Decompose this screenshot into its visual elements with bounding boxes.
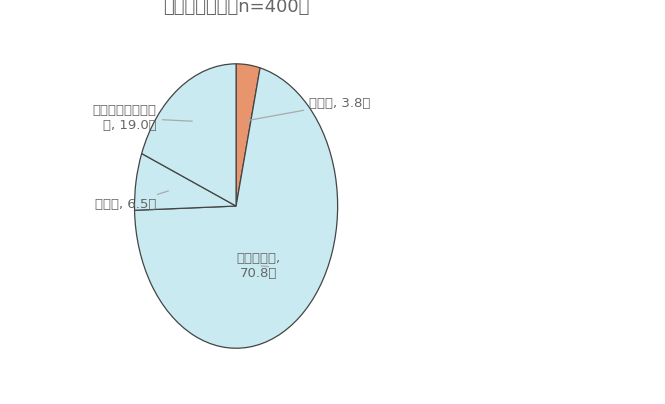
Wedge shape <box>134 68 338 348</box>
Text: 増えた, 3.8％: 増えた, 3.8％ <box>246 97 370 121</box>
Text: 減った, 6.5％: 減った, 6.5％ <box>96 191 168 211</box>
Wedge shape <box>142 64 236 206</box>
Title: 花粉症の症状【n=400】: 花粉症の症状【n=400】 <box>163 0 309 16</box>
Text: どちらとも言えな
い, 19.0％: どちらとも言えな い, 19.0％ <box>93 104 192 132</box>
Wedge shape <box>134 154 236 210</box>
Wedge shape <box>236 64 260 206</box>
Text: 変わらない,
70.8％: 変わらない, 70.8％ <box>236 252 281 280</box>
